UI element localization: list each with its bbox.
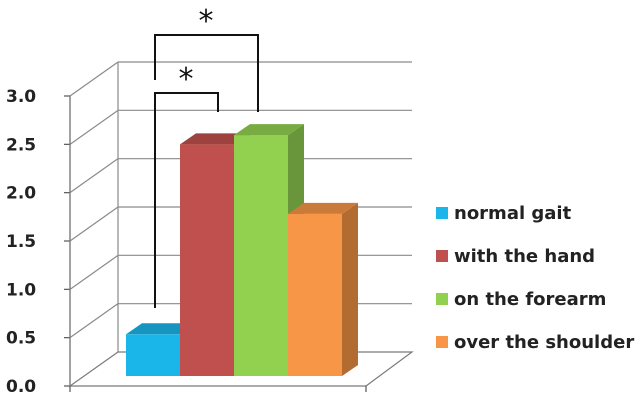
gridline-side xyxy=(69,61,119,97)
significance-brackets: ** xyxy=(154,4,259,308)
gridline-side xyxy=(69,206,119,242)
bars xyxy=(126,124,358,376)
gridline-side xyxy=(69,158,119,194)
significance-star: * xyxy=(179,62,194,97)
legend-label: normal gait xyxy=(454,203,572,224)
bar-with-the-hand xyxy=(180,144,234,376)
y-tick-label: 0.0 xyxy=(6,377,36,397)
axes xyxy=(64,62,414,392)
y-tick-label: 3.0 xyxy=(6,87,36,107)
y-tick-label: 2.0 xyxy=(6,184,36,204)
legend-swatch xyxy=(436,293,448,305)
gridline-side xyxy=(69,109,119,145)
bar-top xyxy=(234,124,304,136)
y-tick-label: 1.0 xyxy=(6,280,36,300)
legend-swatch xyxy=(436,336,448,348)
floor xyxy=(68,351,414,387)
bar-top xyxy=(126,323,196,335)
legend: normal gait with the hand on the forearm ov… xyxy=(436,203,634,353)
bar-on-the-forearm xyxy=(234,135,288,376)
legend-label: with the hand xyxy=(454,246,595,267)
y-tick-label: 2.5 xyxy=(6,135,36,155)
bar-over-the-shoulder xyxy=(288,213,342,376)
y-tick-label: 1.5 xyxy=(6,232,36,252)
bar-top xyxy=(180,133,250,145)
legend-swatch xyxy=(436,250,448,262)
y-tick-label: 0.5 xyxy=(6,329,36,349)
gridline-side xyxy=(69,303,119,339)
significance-bracket xyxy=(154,34,259,112)
bar-normal-gait xyxy=(126,334,180,376)
gridline-side xyxy=(69,254,119,290)
bar-top xyxy=(288,202,358,214)
legend-swatch xyxy=(436,207,448,219)
bar-side xyxy=(342,202,358,376)
significance-bracket xyxy=(154,92,219,308)
significance-star: * xyxy=(199,4,214,39)
legend-label: on the forearm xyxy=(454,289,606,310)
y-tick-labels: 0.0 0.5 1.0 1.5 2.0 2.5 3.0 xyxy=(6,87,36,397)
legend-label: over the shoulder xyxy=(454,332,634,353)
